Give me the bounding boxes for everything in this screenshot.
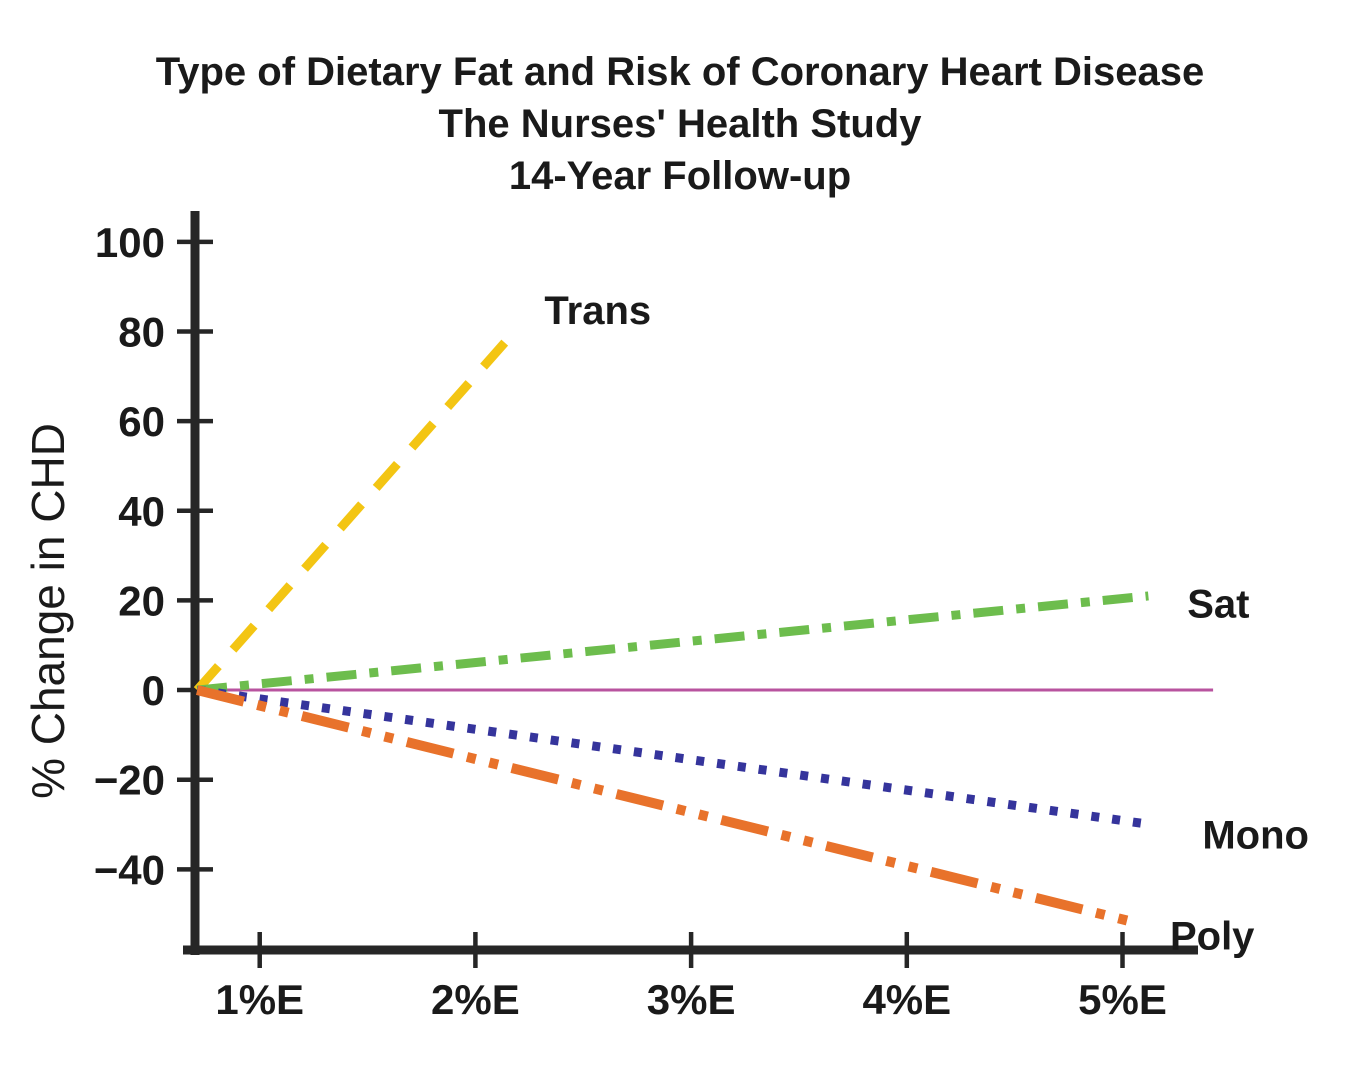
y-tick-label: −20 (94, 757, 165, 804)
y-tick-label: 60 (118, 398, 165, 445)
x-tick-label: 1%E (215, 976, 304, 1023)
series-line-sat (196, 591, 1149, 695)
x-tick-label: 5%E (1078, 976, 1167, 1023)
y-tick-label: 0 (142, 667, 165, 714)
y-tick-label: 80 (118, 309, 165, 356)
y-tick-label: 100 (95, 219, 165, 266)
y-tick-label: −40 (94, 846, 165, 893)
x-tick-label: 3%E (647, 976, 736, 1023)
chart-title: Type of Dietary Fat and Risk of Coronary… (80, 46, 1280, 202)
series-line-poly (195, 685, 1139, 928)
series-line-mono (196, 685, 1152, 829)
series-label-poly: Poly (1170, 914, 1255, 958)
chart-title-line-3: 14-Year Follow-up (508, 154, 852, 198)
y-tick-label: 20 (118, 577, 165, 624)
chart-title-line-1: Type of Dietary Fat and Risk of Coronary… (155, 50, 1205, 94)
series-label-mono: Mono (1202, 813, 1309, 857)
chart-title-line-2: The Nurses' Health Study (438, 102, 922, 146)
series-label-trans: Trans (544, 289, 651, 333)
x-tick-label: 4%E (862, 976, 951, 1023)
series-line-trans (193, 324, 522, 694)
y-tick-label: 40 (118, 488, 165, 535)
series-label-sat: Sat (1187, 583, 1249, 627)
x-tick-label: 2%E (431, 976, 520, 1023)
